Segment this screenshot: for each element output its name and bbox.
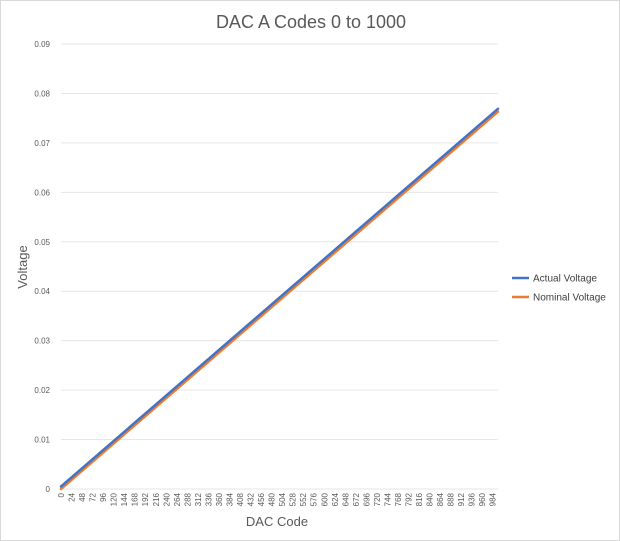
x-tick-label: 240 — [162, 492, 171, 506]
x-axis-title: DAC Code — [246, 514, 308, 529]
x-tick-label: 696 — [362, 492, 371, 506]
x-tick-label: 456 — [257, 492, 266, 506]
x-tick-label: 384 — [225, 492, 234, 506]
x-tick-label: 744 — [383, 492, 392, 506]
x-tick-label: 504 — [278, 492, 287, 506]
x-tick-label: 24 — [68, 492, 77, 501]
x-tick-label: 912 — [457, 492, 466, 506]
x-tick-label: 48 — [78, 492, 87, 501]
x-tick-label: 72 — [89, 492, 98, 501]
x-tick-label: 216 — [152, 492, 161, 506]
x-tick-label: 816 — [415, 492, 424, 506]
x-tick-label: 576 — [310, 492, 319, 506]
x-tick-label: 720 — [373, 492, 382, 506]
x-tick-label: 288 — [183, 492, 192, 506]
x-tick-label: 960 — [478, 492, 487, 506]
x-tick-label: 600 — [320, 492, 329, 506]
x-tick-label: 648 — [341, 492, 350, 506]
x-axis-ticks: 0 24 48 72 96 120 144 168 192 216 240 264 288 312 336 3… — [57, 492, 498, 506]
y-tick-label: 0.07 — [34, 139, 50, 148]
y-axis-ticks: 0 0.01 0.02 0.03 0.04 0.05 0.06 0.07 0.08 0.09 — [34, 40, 50, 494]
x-tick-label: 552 — [299, 492, 308, 506]
chart-title: DAC A Codes 0 to 1000 — [216, 12, 406, 32]
x-tick-label: 936 — [468, 492, 477, 506]
x-tick-label: 528 — [289, 492, 298, 506]
series-line-nominal-voltage — [59, 110, 500, 491]
x-tick-label: 264 — [173, 492, 182, 506]
x-tick-label: 864 — [436, 492, 445, 506]
x-tick-label: 432 — [247, 492, 256, 506]
x-tick-label: 168 — [131, 492, 140, 506]
x-tick-label: 480 — [268, 492, 277, 506]
legend-label-nominal: Nominal Voltage — [533, 293, 606, 304]
y-tick-label: 0.04 — [34, 287, 50, 296]
series-lines — [59, 107, 500, 491]
x-tick-label: 984 — [489, 492, 498, 506]
legend: Actual Voltage Nominal Voltage — [512, 274, 606, 304]
series-line-actual-voltage — [59, 107, 500, 488]
y-tick-label: 0.06 — [34, 188, 50, 197]
y-tick-label: 0 — [46, 485, 51, 494]
x-tick-label: 96 — [99, 492, 108, 501]
x-tick-label: 0 — [57, 492, 66, 497]
x-tick-label: 192 — [141, 492, 150, 506]
x-tick-label: 840 — [426, 492, 435, 506]
y-tick-label: 0.09 — [34, 40, 50, 49]
x-tick-label: 672 — [352, 492, 361, 506]
x-tick-label: 768 — [394, 492, 403, 506]
x-tick-label: 120 — [110, 492, 119, 506]
x-tick-label: 312 — [194, 492, 203, 506]
x-tick-label: 336 — [204, 492, 213, 506]
y-tick-label: 0.05 — [34, 238, 50, 247]
x-tick-label: 888 — [447, 492, 456, 506]
x-tick-label: 360 — [215, 492, 224, 506]
y-tick-label: 0.01 — [34, 436, 50, 445]
gridlines — [61, 43, 498, 490]
x-tick-label: 144 — [120, 492, 129, 506]
x-tick-label: 624 — [331, 492, 340, 506]
y-axis-title: Voltage — [15, 245, 30, 288]
legend-label-actual: Actual Voltage — [533, 274, 597, 285]
y-tick-label: 0.08 — [34, 89, 50, 98]
y-tick-label: 0.02 — [34, 386, 50, 395]
x-tick-label: 408 — [236, 492, 245, 506]
y-tick-label: 0.03 — [34, 337, 50, 346]
x-tick-label: 792 — [404, 492, 413, 506]
